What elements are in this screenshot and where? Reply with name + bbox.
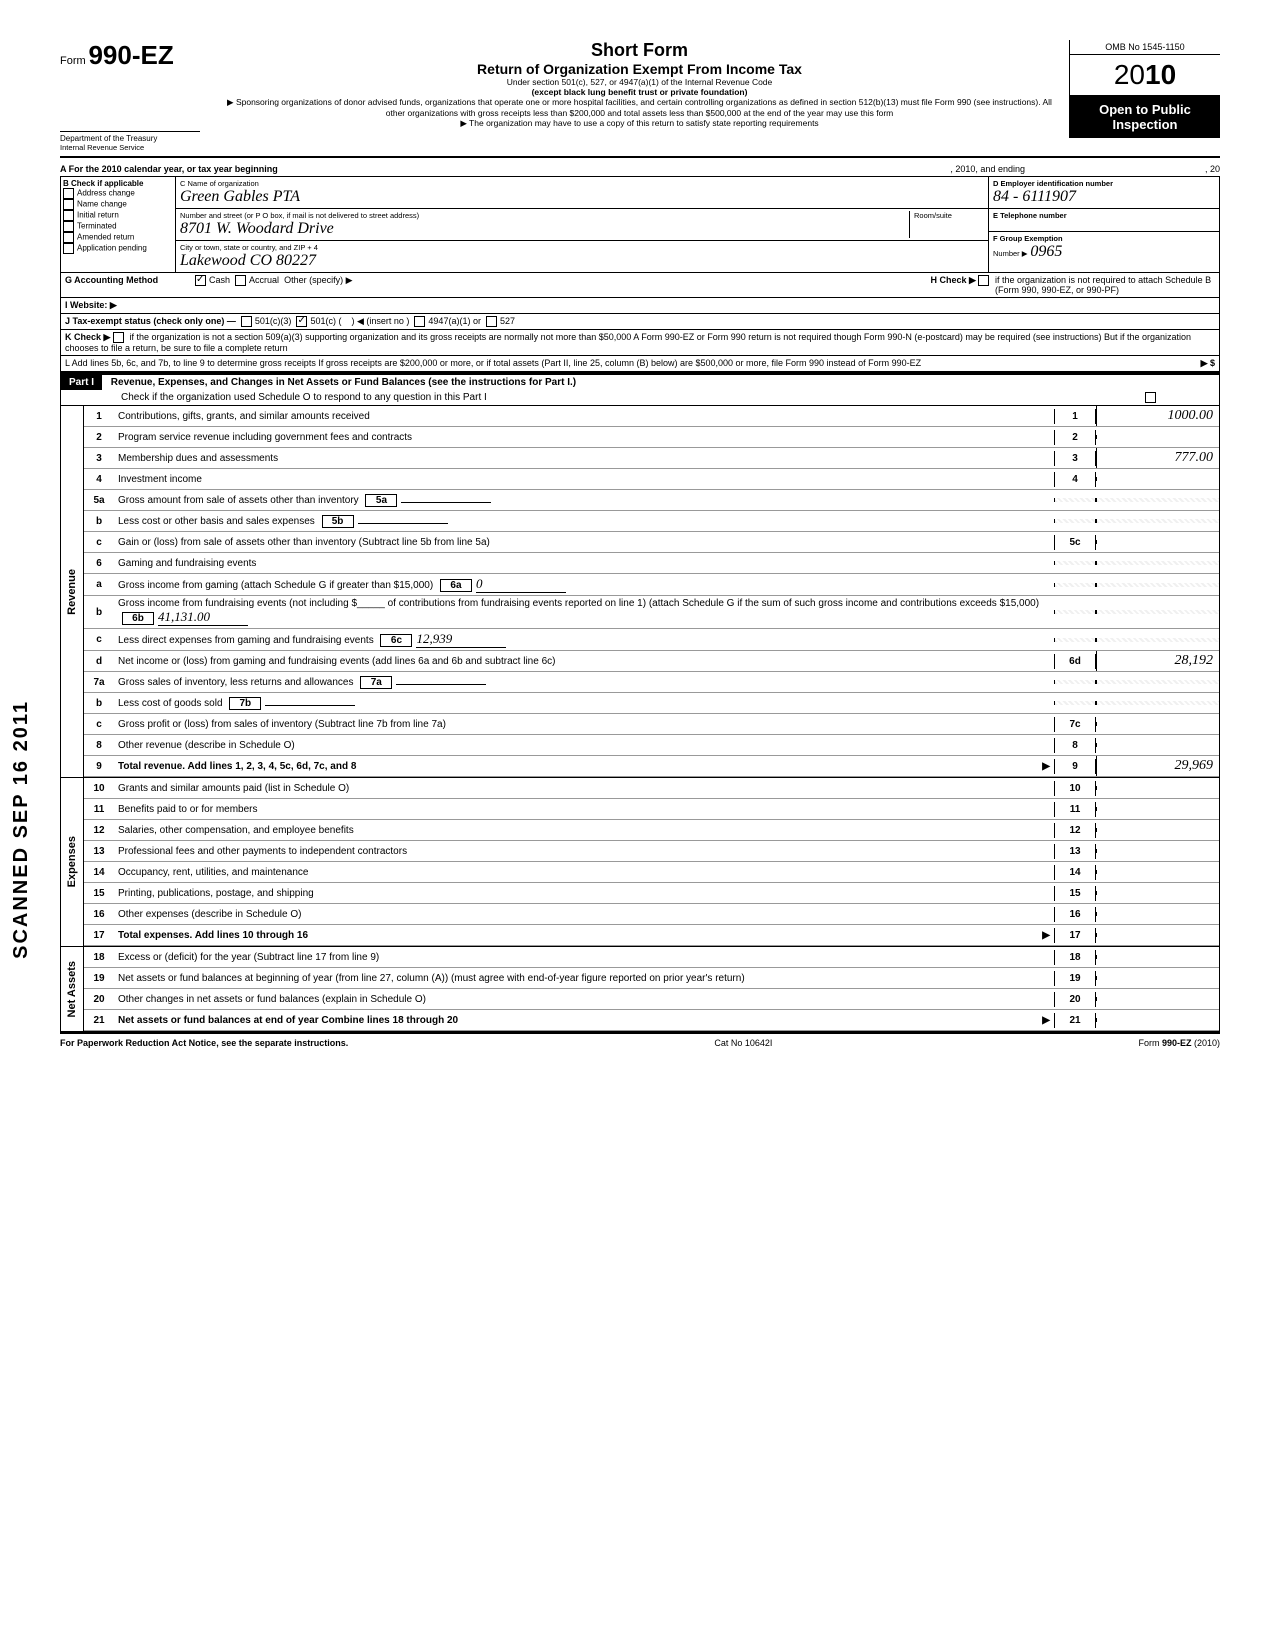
footer-mid: Cat No 10642I <box>714 1038 772 1048</box>
line-3: 3Membership dues and assessments3777.00 <box>84 448 1219 469</box>
line-13: 13Professional fees and other payments t… <box>84 841 1219 862</box>
org-name: Green Gables PTA <box>180 188 984 206</box>
page-footer: For Paperwork Reduction Act Notice, see … <box>60 1032 1220 1048</box>
street-label: Number and street (or P O box, if mail i… <box>180 211 909 220</box>
line-14: 14Occupancy, rent, utilities, and mainte… <box>84 862 1219 883</box>
line-d: dNet income or (loss) from gaming and fu… <box>84 651 1219 672</box>
expenses-section: Expenses 10Grants and similar amounts pa… <box>60 777 1220 946</box>
c-label: C Name of organization <box>180 179 984 188</box>
line-7a: 7aGross sales of inventory, less returns… <box>84 672 1219 693</box>
checkbox-address-change[interactable] <box>63 188 74 199</box>
org-street: 8701 W. Woodard Drive <box>180 220 909 238</box>
omb-number: OMB No 1545-1150 <box>1070 40 1220 55</box>
checkbox-initial-return[interactable] <box>63 210 74 221</box>
line-17: 17Total expenses. Add lines 10 through 1… <box>84 925 1219 946</box>
row-j: J Tax-exempt status (check only one) — 5… <box>60 314 1220 330</box>
checkbox-pending[interactable] <box>63 243 74 254</box>
checkbox-h[interactable] <box>978 275 989 286</box>
line-c: cGross profit or (loss) from sales of in… <box>84 714 1219 735</box>
line-19: 19Net assets or fund balances at beginni… <box>84 968 1219 989</box>
checkbox-527[interactable] <box>486 316 497 327</box>
checkbox-501c[interactable] <box>296 316 307 327</box>
checkbox-accrual[interactable] <box>235 275 246 286</box>
line-12: 12Salaries, other compensation, and empl… <box>84 820 1219 841</box>
org-city: Lakewood CO 80227 <box>180 252 984 270</box>
ein-value: 84 - 6111907 <box>993 188 1215 206</box>
open-to-public: Open to Public Inspection <box>1070 96 1220 138</box>
form-number: 990-EZ <box>88 40 173 70</box>
title-sponsor: ▶ Sponsoring organizations of donor advi… <box>220 97 1059 118</box>
dept-treasury: Department of the Treasury <box>60 131 200 143</box>
line-b: bGross income from fundraising events (n… <box>84 596 1219 629</box>
e-label: E Telephone number <box>993 211 1215 220</box>
netassets-label: Net Assets <box>66 961 78 1017</box>
line-18: 18Excess or (deficit) for the year (Subt… <box>84 947 1219 968</box>
line-15: 15Printing, publications, postage, and s… <box>84 883 1219 904</box>
part1-title: Revenue, Expenses, and Changes in Net As… <box>105 375 582 390</box>
row-k: K Check ▶ if the organization is not a s… <box>60 330 1220 356</box>
line-11: 11Benefits paid to or for members11 <box>84 799 1219 820</box>
line-20: 20Other changes in net assets or fund ba… <box>84 989 1219 1010</box>
line-6: 6Gaming and fundraising events <box>84 553 1219 574</box>
line-1: 1Contributions, gifts, grants, and simil… <box>84 406 1219 427</box>
row-i: I Website: ▶ <box>60 298 1220 314</box>
line-b: bLess cost of goods sold 7b <box>84 693 1219 714</box>
d-label: D Employer identification number <box>993 179 1215 188</box>
checkbox-cash[interactable] <box>195 275 206 286</box>
city-label: City or town, state or country, and ZIP … <box>180 243 984 252</box>
line-10: 10Grants and similar amounts paid (list … <box>84 778 1219 799</box>
checkbox-501c3[interactable] <box>241 316 252 327</box>
form-prefix: Form <box>60 55 86 67</box>
checkbox-k[interactable] <box>113 332 124 343</box>
footer-right: Form 990-EZ (2010) <box>1138 1038 1220 1048</box>
revenue-label: Revenue <box>66 569 78 615</box>
line-c: cGain or (loss) from sale of assets othe… <box>84 532 1219 553</box>
title-short-form: Short Form <box>220 40 1059 61</box>
title-except: (except black lung benefit trust or priv… <box>220 87 1059 97</box>
title-subtitle: Return of Organization Exempt From Incom… <box>220 61 1059 77</box>
part1-header: Part I Revenue, Expenses, and Changes in… <box>60 373 1220 406</box>
expenses-label: Expenses <box>66 836 78 887</box>
revenue-section: Revenue 1Contributions, gifts, grants, a… <box>60 406 1220 777</box>
b-label: B Check if applicable <box>63 179 173 188</box>
org-info-block: B Check if applicable Address change Nam… <box>60 176 1220 273</box>
checkbox-terminated[interactable] <box>63 221 74 232</box>
line-8: 8Other revenue (describe in Schedule O)8 <box>84 735 1219 756</box>
row-a: A For the 2010 calendar year, or tax yea… <box>60 162 1220 176</box>
line-2: 2Program service revenue including gover… <box>84 427 1219 448</box>
part1-label: Part I <box>61 375 102 390</box>
checkbox-4947[interactable] <box>414 316 425 327</box>
line-b: bLess cost or other basis and sales expe… <box>84 511 1219 532</box>
group-exemption-value: 0965 <box>1030 243 1062 260</box>
checkbox-name-change[interactable] <box>63 199 74 210</box>
line-9: 9Total revenue. Add lines 1, 2, 3, 4, 5c… <box>84 756 1219 777</box>
dept-irs: Internal Revenue Service <box>60 143 200 152</box>
row-l: L Add lines 5b, 6c, and 7b, to line 9 to… <box>60 356 1220 373</box>
netassets-section: Net Assets 18Excess or (deficit) for the… <box>60 946 1220 1032</box>
row-g-h: G Accounting Method Cash Accrual Other (… <box>60 273 1220 298</box>
f-label: F Group Exemption <box>993 234 1215 243</box>
line-4: 4Investment income4 <box>84 469 1219 490</box>
title-under: Under section 501(c), 527, or 4947(a)(1)… <box>220 77 1059 87</box>
form-header: Form 990-EZ Department of the Treasury I… <box>60 40 1220 152</box>
line-16: 16Other expenses (describe in Schedule O… <box>84 904 1219 925</box>
scanned-stamp: SCANNED SEP 16 2011 <box>10 700 33 959</box>
tax-year: 2010 <box>1070 55 1220 96</box>
room-label: Room/suite <box>914 211 984 220</box>
title-copy: ▶ The organization may have to use a cop… <box>220 118 1059 129</box>
checkbox-amended[interactable] <box>63 232 74 243</box>
footer-left: For Paperwork Reduction Act Notice, see … <box>60 1038 348 1048</box>
line-5a: 5aGross amount from sale of assets other… <box>84 490 1219 511</box>
line-a: aGross income from gaming (attach Schedu… <box>84 574 1219 596</box>
line-21: 21Net assets or fund balances at end of … <box>84 1010 1219 1031</box>
checkbox-schedule-o[interactable] <box>1145 392 1156 403</box>
line-c: cLess direct expenses from gaming and fu… <box>84 629 1219 651</box>
